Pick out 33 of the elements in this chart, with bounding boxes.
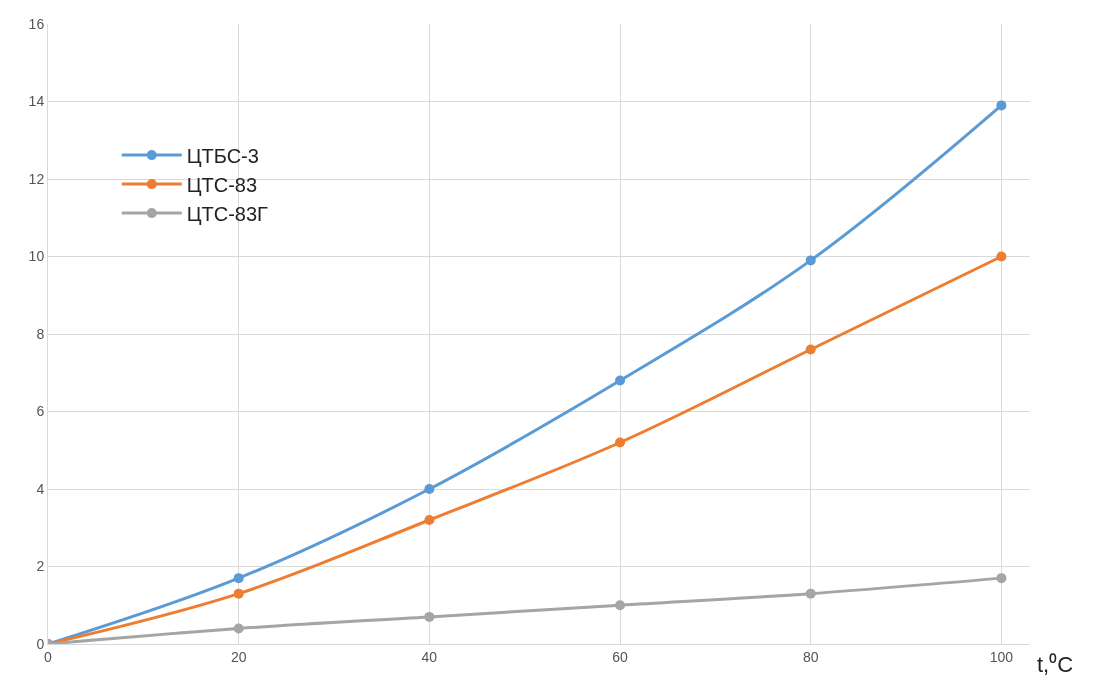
point [805, 344, 816, 355]
point [615, 375, 626, 386]
point [424, 515, 435, 525]
point [805, 588, 816, 599]
x-tick-label: 60 [612, 648, 629, 665]
legend-label: ЦТС-83 [186, 173, 258, 196]
x-tick-label: 100 [989, 648, 1014, 665]
y-tick-label: 0 [36, 635, 45, 652]
point [996, 573, 1007, 584]
legend-label: ЦТС-83Г [186, 202, 269, 225]
y-tick-label: 12 [28, 170, 45, 187]
y-tick-label: 4 [36, 480, 45, 497]
point [615, 437, 626, 448]
y-tick-label: 6 [36, 403, 45, 420]
x-tick-label: 40 [421, 648, 438, 665]
y-tick-label: 8 [36, 325, 45, 342]
point [424, 484, 435, 494]
legend-label: ЦТБС-3 [186, 144, 259, 167]
point [233, 588, 244, 599]
x-axis-title: t,⁰C [1037, 652, 1074, 677]
point [996, 100, 1007, 111]
point [615, 600, 626, 611]
point [233, 573, 244, 584]
y-tick-label: 2 [36, 558, 45, 575]
y-tick-label: 10 [28, 248, 45, 265]
x-tick-label: 80 [802, 648, 819, 665]
point [424, 611, 435, 622]
point [805, 255, 816, 266]
point [233, 623, 244, 634]
point [996, 251, 1007, 262]
y-tick-label: 16 [28, 15, 45, 32]
y-tick-label: 14 [28, 93, 45, 110]
x-tick-label: 20 [230, 648, 247, 665]
